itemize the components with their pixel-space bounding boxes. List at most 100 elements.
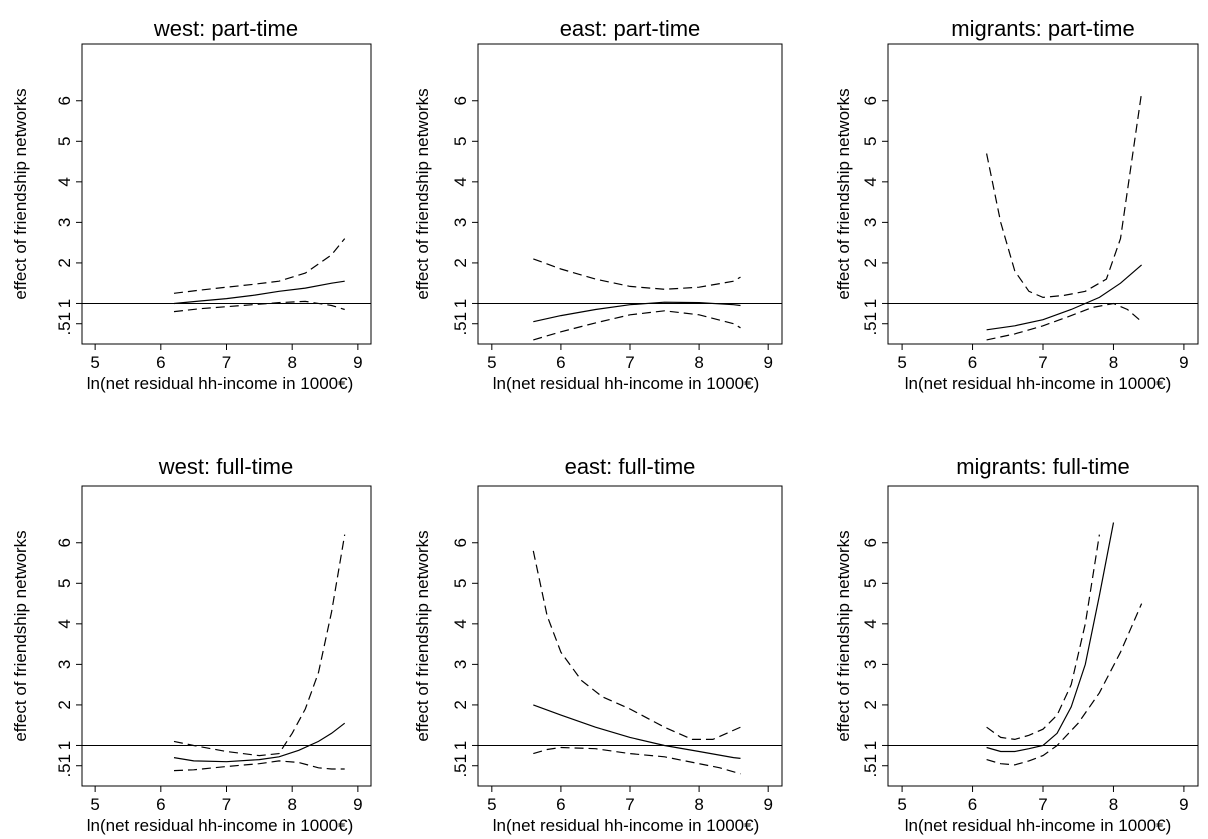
panel-west-part-time: west: part-time 5 6 7 8 9 .51 1 2 3 4 5 6 ln(net re… [11,16,372,393]
confidence-band-line [533,310,741,341]
panel-title: migrants: full-time [956,454,1130,479]
y-tick-label: 4 [451,177,470,186]
plot-frame [477,43,783,345]
tick-group: 5 6 7 8 9 .51 1 2 3 4 5 6 [861,96,1189,372]
x-tick-label: 5 [90,795,99,814]
y-tick-label: 2 [451,700,470,709]
y-tick-label: 5 [55,579,74,588]
x-tick-label: 8 [1109,795,1118,814]
y-tick-label: 6 [861,538,880,547]
panel-title: east: full-time [565,454,696,479]
y-tick-label: 1 [451,299,470,308]
series-group [82,238,371,313]
panel-title: west: full-time [158,454,293,479]
y-axis-label: effect of friendship networks [413,530,432,741]
y-tick-label: 2 [55,700,74,709]
series-group [888,522,1198,766]
y-tick-label: 2 [861,258,880,267]
x-axis-label: ln(net residual hh-income in 1000€) [905,816,1172,835]
x-tick-label: 8 [287,353,296,372]
y-tick-label: 6 [861,96,880,105]
y-tick-label: 2 [55,258,74,267]
x-tick-label: 6 [556,353,565,372]
confidence-band-line [173,238,346,294]
y-tick-label: 6 [55,538,74,547]
series-group [478,258,782,341]
panel-migrants-part-time: migrants: part-time 5 6 7 8 9 .51 1 2 3 4 5 6 ln(ne… [834,16,1199,393]
x-tick-label: 5 [897,353,906,372]
y-tick-label: 3 [55,660,74,669]
y-tick-label: 5 [55,137,74,146]
x-axis-label: ln(net residual hh-income in 1000€) [87,816,354,835]
y-tick-label: 1 [451,741,470,750]
estimate-line [986,264,1142,331]
x-tick-label: 9 [353,353,362,372]
x-tick-label: 6 [556,795,565,814]
x-axis-label: ln(net residual hh-income in 1000€) [493,374,760,393]
y-tick-label: 5 [451,137,470,146]
y-tick-label: 4 [861,619,880,628]
x-tick-label: 9 [353,795,362,814]
panel-west-full-time: west: full-time 5 6 7 8 9 .51 1 2 3 4 5 6 ln(net re… [11,454,372,835]
confidence-band-line [533,258,741,290]
series-group [82,534,371,772]
x-tick-label: 9 [1179,795,1188,814]
x-tick-label: 7 [1038,795,1047,814]
x-tick-label: 8 [1109,353,1118,372]
y-tick-label: .51 [451,312,470,336]
y-tick-label: 5 [861,579,880,588]
estimate-line [533,301,741,323]
panel-east-full-time: east: full-time 5 6 7 8 9 .51 1 2 3 4 5 6 ln(net re… [413,454,783,835]
plot-frame [887,485,1199,787]
y-tick-label: 1 [861,741,880,750]
y-tick-label: 5 [861,137,880,146]
x-tick-label: 6 [156,353,165,372]
y-tick-label: 4 [55,177,74,186]
y-tick-label: .51 [861,312,880,336]
y-tick-label: 3 [55,218,74,227]
y-tick-label: 3 [861,660,880,669]
x-tick-label: 5 [90,353,99,372]
x-tick-label: 5 [487,353,496,372]
estimate-line [173,722,346,763]
y-axis-label: effect of friendship networks [11,530,30,741]
x-tick-label: 8 [287,795,296,814]
series-group [888,92,1198,341]
x-tick-label: 7 [222,795,231,814]
y-tick-label: 1 [55,299,74,308]
panel-title: west: part-time [153,16,298,41]
x-tick-label: 7 [1038,353,1047,372]
tick-group: 5 6 7 8 9 .51 1 2 3 4 5 6 [451,538,773,814]
x-axis-label: ln(net residual hh-income in 1000€) [493,816,760,835]
x-axis-label: ln(net residual hh-income in 1000€) [905,374,1172,393]
y-tick-label: 2 [451,258,470,267]
estimate-line [986,522,1115,753]
confidence-band-line [173,300,345,313]
y-tick-label: 6 [451,96,470,105]
x-tick-label: 5 [487,795,496,814]
tick-group: 5 6 7 8 9 .51 1 2 3 4 5 6 [55,96,363,372]
confidence-band-line [532,550,741,741]
x-tick-label: 9 [763,795,772,814]
plot-frame [477,485,783,787]
confidence-band-line [173,760,345,772]
estimate-line [173,280,345,305]
x-tick-label: 9 [1179,353,1188,372]
x-tick-label: 5 [897,795,906,814]
y-axis-label: effect of friendship networks [834,88,853,299]
y-tick-label: 1 [861,299,880,308]
y-tick-label: .51 [55,312,74,336]
panel-title: migrants: part-time [951,16,1134,41]
panel-east-part-time: east: part-time 5 6 7 8 9 .51 1 2 3 4 5 6 ln(net re… [413,16,783,393]
confidence-band-line [986,92,1143,299]
x-tick-label: 8 [694,353,703,372]
x-tick-label: 8 [694,795,703,814]
estimate-line [533,704,741,759]
y-axis-label: effect of friendship networks [413,88,432,299]
y-axis-label: effect of friendship networks [834,530,853,741]
confidence-band-line [986,302,1142,341]
x-axis-label: ln(net residual hh-income in 1000€) [87,374,354,393]
y-tick-label: 6 [55,96,74,105]
x-tick-label: 6 [968,795,977,814]
